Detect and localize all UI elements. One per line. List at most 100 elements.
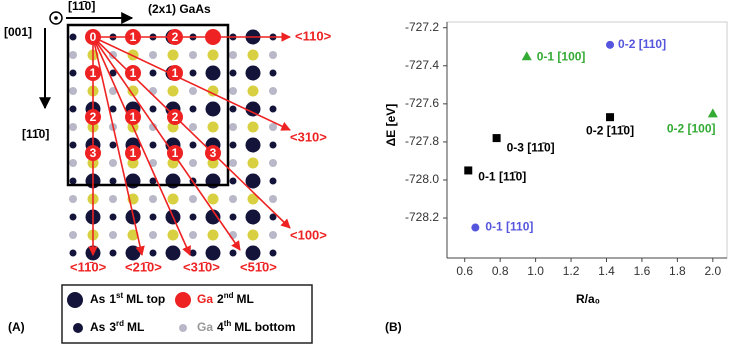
point <box>492 134 501 143</box>
atom <box>207 85 219 97</box>
y-tick-label: -727.2 <box>405 20 439 34</box>
point <box>606 40 615 49</box>
numbered-atoms: 0 1 2 1 1 1 2 1 2 3 1 1 3 <box>85 29 221 161</box>
atom <box>205 245 221 261</box>
legend-number: 2 <box>217 292 224 306</box>
atom <box>69 141 77 149</box>
legend-number: 1 <box>109 292 116 306</box>
atom <box>189 123 197 131</box>
legend-marker <box>179 324 187 332</box>
point-label: 0-3 [11̄0] <box>507 140 555 154</box>
atom <box>69 231 77 239</box>
atom <box>167 85 179 97</box>
point <box>471 223 480 232</box>
atom <box>109 141 117 149</box>
atom <box>229 51 237 59</box>
atom <box>269 177 277 185</box>
x-tick-label: 1.8 <box>669 264 686 278</box>
atom <box>149 159 157 167</box>
point-label: 0-2 [11̄0] <box>586 123 634 137</box>
atom <box>245 209 261 225</box>
x-axis-label: R/a₀ <box>576 292 600 306</box>
x-tick-label: 1.6 <box>634 264 651 278</box>
atom <box>229 249 237 257</box>
atom <box>127 229 139 241</box>
x-tick-label: 0.6 <box>456 264 473 278</box>
atom <box>109 249 117 257</box>
lattice <box>69 29 277 261</box>
ga-atom <box>85 109 101 125</box>
point <box>521 51 532 61</box>
atom <box>149 213 157 221</box>
atom <box>69 123 77 131</box>
atom <box>207 49 219 61</box>
arrow-label: <31̄0> <box>183 259 220 274</box>
atom <box>149 141 157 149</box>
atom <box>109 51 117 59</box>
legend-suffix: st <box>116 291 123 300</box>
atom <box>189 159 197 167</box>
legend-rest: ML <box>127 320 144 334</box>
legend-marker <box>73 323 83 333</box>
atom <box>149 231 157 239</box>
atom <box>149 105 157 113</box>
atom <box>229 105 237 113</box>
atom <box>229 213 237 221</box>
atom <box>229 69 237 77</box>
diagram-title: (2x1) GaAs <box>148 2 211 16</box>
atom <box>149 195 157 203</box>
y-tick-label: -727.4 <box>405 58 439 72</box>
atom <box>229 141 237 149</box>
x-tick-label: 0.8 <box>492 264 509 278</box>
out-of-plane-symbol <box>49 11 63 25</box>
atom <box>109 159 117 167</box>
atom <box>127 85 139 97</box>
atom <box>69 177 77 185</box>
ga-atom <box>167 145 183 161</box>
legend-marker <box>67 292 83 308</box>
atom <box>69 195 77 203</box>
atom <box>269 159 277 167</box>
legend-label: Ga 4th ML bottom <box>197 319 295 334</box>
atom <box>269 51 277 59</box>
legend-element: Ga <box>197 320 213 334</box>
atom <box>269 69 277 77</box>
atom <box>245 173 261 189</box>
arrow-label: <110> <box>295 28 332 43</box>
ga-atom <box>85 145 101 161</box>
x-tick-label: 1.2 <box>563 264 580 278</box>
atom <box>69 249 77 257</box>
atom <box>247 49 259 61</box>
atom-number: 1 <box>172 146 179 160</box>
ga-atom <box>205 29 221 45</box>
y-axis-label: ΔE [eV] <box>384 104 398 147</box>
ga-atom <box>85 65 101 81</box>
atom <box>189 51 197 59</box>
atom <box>165 245 181 261</box>
legend-rest: ML bottom <box>234 320 295 334</box>
out-of-plane-symbol <box>54 16 58 20</box>
panel-label: (B) <box>385 320 402 334</box>
atom-number: 3 <box>210 146 217 160</box>
atom <box>167 193 179 205</box>
atom <box>69 87 77 95</box>
legend-element: As <box>90 320 106 334</box>
legend-marker <box>175 292 191 308</box>
atom <box>269 213 277 221</box>
legend-label: As 3rd ML <box>90 319 144 334</box>
atom-number: 2 <box>172 110 179 124</box>
ga-atom <box>125 145 141 161</box>
ga-atom <box>205 145 221 161</box>
atom <box>205 209 221 225</box>
atom <box>189 69 197 77</box>
atom <box>69 159 77 167</box>
legend-suffix: rd <box>116 319 124 328</box>
atom <box>109 195 117 203</box>
legend-suffix: th <box>224 319 232 328</box>
atom <box>269 141 277 149</box>
atom-number: 1 <box>130 146 137 160</box>
atom <box>229 87 237 95</box>
atom <box>269 195 277 203</box>
atom <box>207 193 219 205</box>
